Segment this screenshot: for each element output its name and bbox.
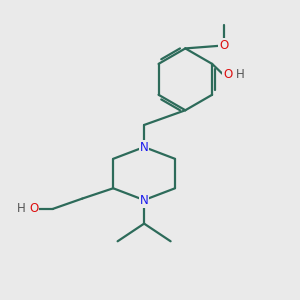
Text: O: O xyxy=(219,39,228,52)
Text: N: N xyxy=(140,141,148,154)
Text: H: H xyxy=(17,202,26,215)
Text: O: O xyxy=(224,68,233,81)
Text: H: H xyxy=(236,68,245,81)
Text: N: N xyxy=(140,194,148,207)
Text: O: O xyxy=(29,202,38,215)
